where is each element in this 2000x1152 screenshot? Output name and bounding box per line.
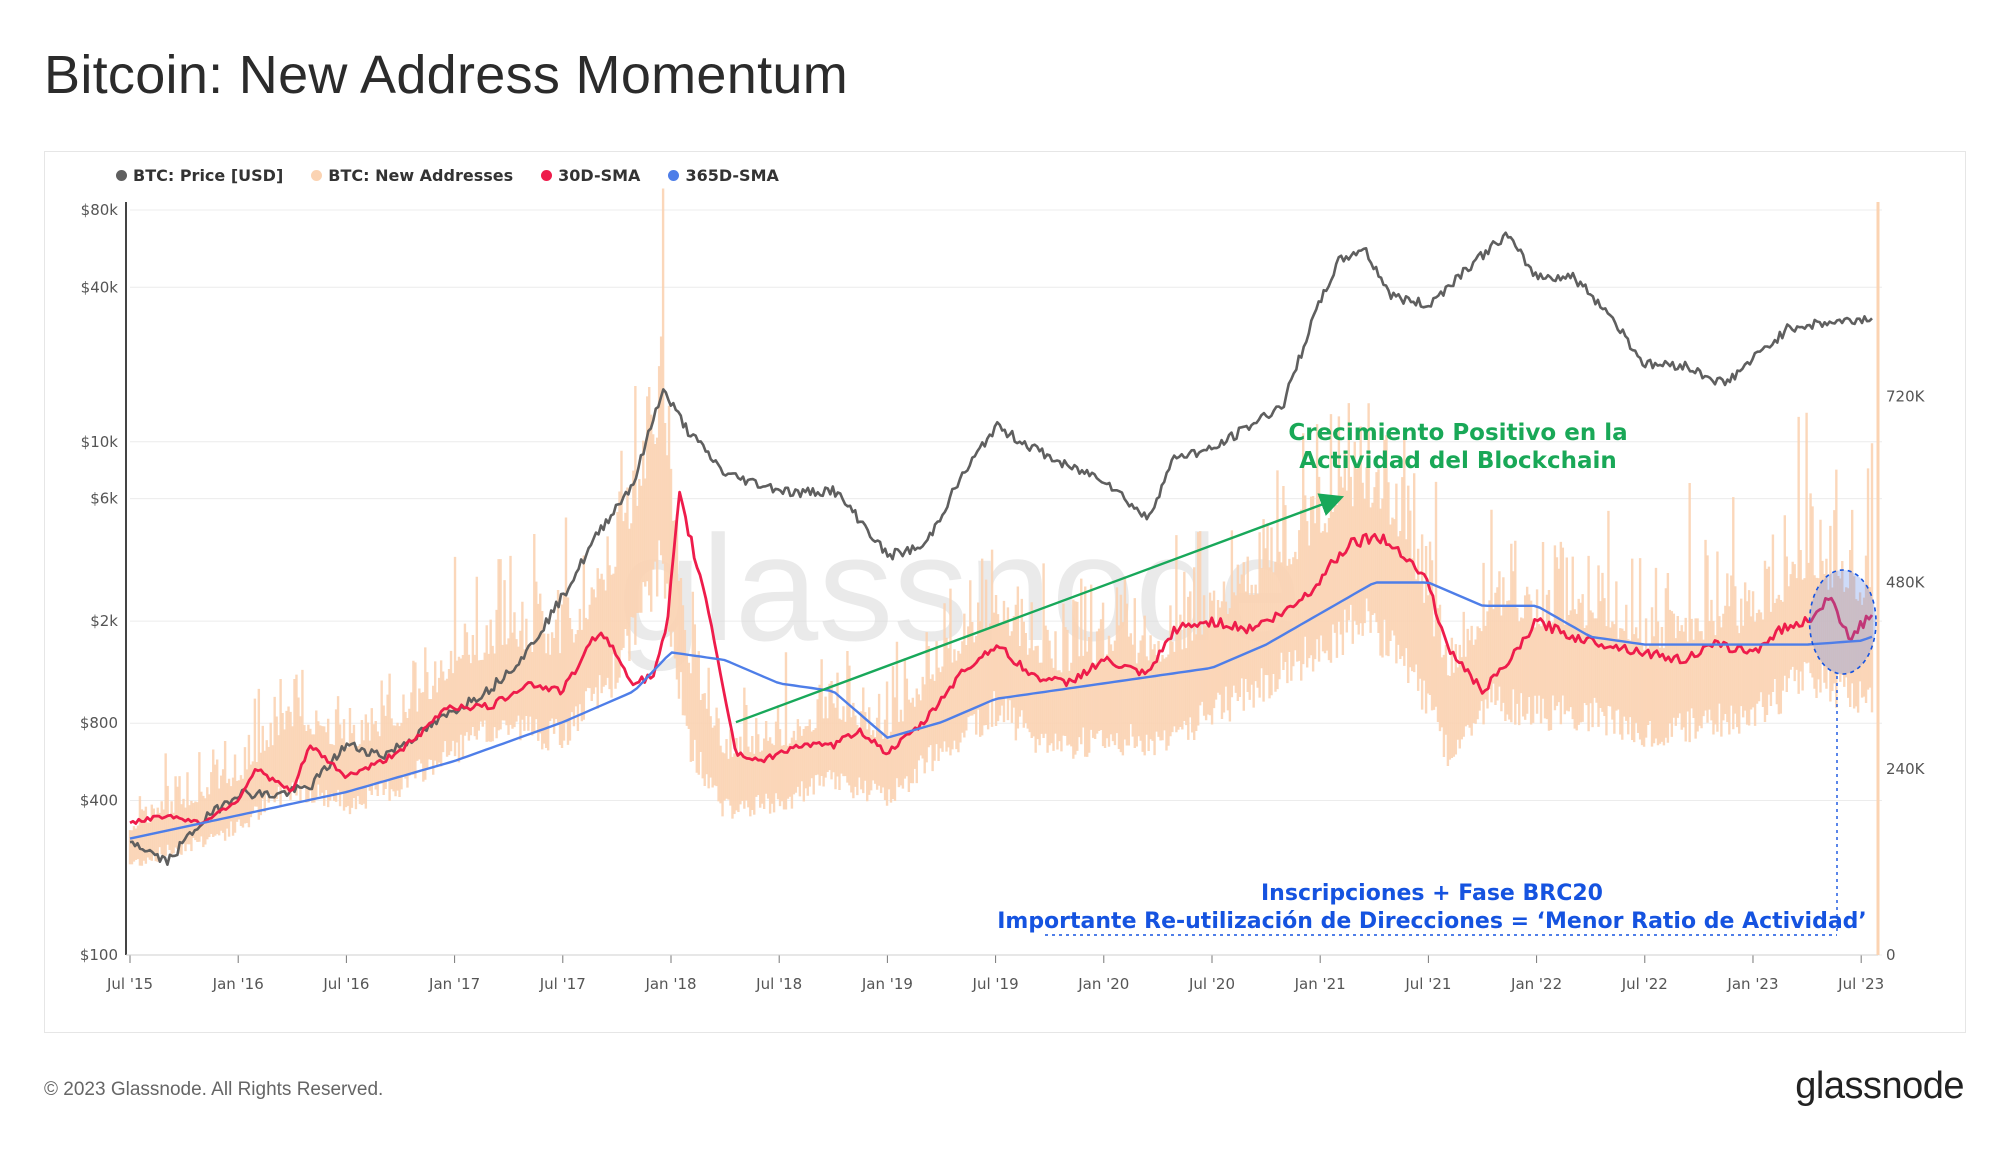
x-tick-label: Jul '19 <box>972 975 1019 993</box>
axes: $100 $400 $800 $2k $6k $10k $40k $80k 0 240K 480K 7… <box>80 201 1926 993</box>
page-title: Bitcoin: New Address Momentum <box>44 45 849 105</box>
annotation-growth-line1: Crecimiento Positivo en la <box>1288 420 1627 446</box>
x-tick-label: Jul '18 <box>755 975 802 993</box>
x-tick-label: Jan '16 <box>212 975 264 993</box>
growth-arrow <box>735 493 1345 724</box>
legend-item-365d-sma[interactable]: 365D-SMA <box>668 166 779 185</box>
x-tick-label: Jul '21 <box>1404 975 1451 993</box>
annotation-growth-line2: Actividad del Blockchain <box>1299 448 1617 474</box>
x-tick-label: Jul '16 <box>322 975 369 993</box>
glassnode-logo: glassnode <box>1795 1065 1964 1107</box>
legend-label-30d-sma: 30D-SMA <box>558 166 641 185</box>
x-tick-label: Jan '20 <box>1077 975 1129 993</box>
chart-legend: BTC: Price [USD] BTC: New Addresses 30D-… <box>116 166 779 185</box>
y-left-tick-label: $2k <box>90 612 118 630</box>
x-tick-label: Jan '22 <box>1510 975 1562 993</box>
legend-item-new-addresses[interactable]: BTC: New Addresses <box>311 166 513 185</box>
legend-dot-30d-sma <box>541 170 553 181</box>
legend-label-new-addresses: BTC: New Addresses <box>328 166 514 185</box>
legend-dot-price <box>116 170 127 181</box>
y-left-tick-label: $800 <box>80 714 118 732</box>
x-tick-label: Jan '23 <box>1726 975 1778 993</box>
legend-dot-365d-sma <box>668 170 680 181</box>
y-left-tick-label: $10k <box>81 433 119 451</box>
y-left-tick-label: $100 <box>80 946 118 964</box>
x-tick-label: Jul '17 <box>539 975 586 993</box>
brc20-highlight-ellipse <box>1808 569 1877 675</box>
x-tick-label: Jul '23 <box>1837 975 1884 993</box>
x-tick-label: Jul '22 <box>1621 975 1668 993</box>
legend-label-price: BTC: Price [USD] <box>133 166 284 185</box>
legend-label-365d-sma: 365D-SMA <box>685 166 779 185</box>
price-line <box>129 231 1873 867</box>
legend-dot-new-addresses <box>311 170 323 181</box>
y-right-tick-label: 0 <box>1886 946 1896 964</box>
y-left-tick-label: $6k <box>90 490 118 508</box>
y-left-tick-label: $400 <box>80 791 118 809</box>
y-right-tick-label: 240K <box>1886 760 1926 778</box>
x-tick-label: Jan '18 <box>644 975 696 993</box>
sma365-line <box>129 581 1873 840</box>
y-left-tick-label: $40k <box>81 278 119 296</box>
sma30-line <box>129 490 1874 826</box>
x-tick-label: Jan '17 <box>428 975 480 993</box>
legend-item-30d-sma[interactable]: 30D-SMA <box>541 166 640 185</box>
x-tick-label: Jul '15 <box>106 975 153 993</box>
annotation-brc20-line2: Importante Re-utilización de Direcciones… <box>997 909 1867 934</box>
legend-item-price[interactable]: BTC: Price [USD] <box>116 166 283 185</box>
y-right-tick-label: 480K <box>1886 574 1926 592</box>
chart-frame <box>44 151 1966 1033</box>
footer-copyright: © 2023 Glassnode. All Rights Reserved. <box>44 1079 384 1100</box>
y-left-tick-label: $80k <box>81 201 119 219</box>
x-tick-label: Jan '19 <box>861 975 913 993</box>
x-tick-label: Jul '20 <box>1188 975 1235 993</box>
series-lines <box>129 231 1874 867</box>
annotation-brc20-line1: Inscripciones + Fase BRC20 <box>1261 881 1603 906</box>
x-tick-label: Jan '21 <box>1294 975 1346 993</box>
y-right-tick-label: 720K <box>1886 387 1926 405</box>
new-addresses-layer <box>128 188 1874 866</box>
